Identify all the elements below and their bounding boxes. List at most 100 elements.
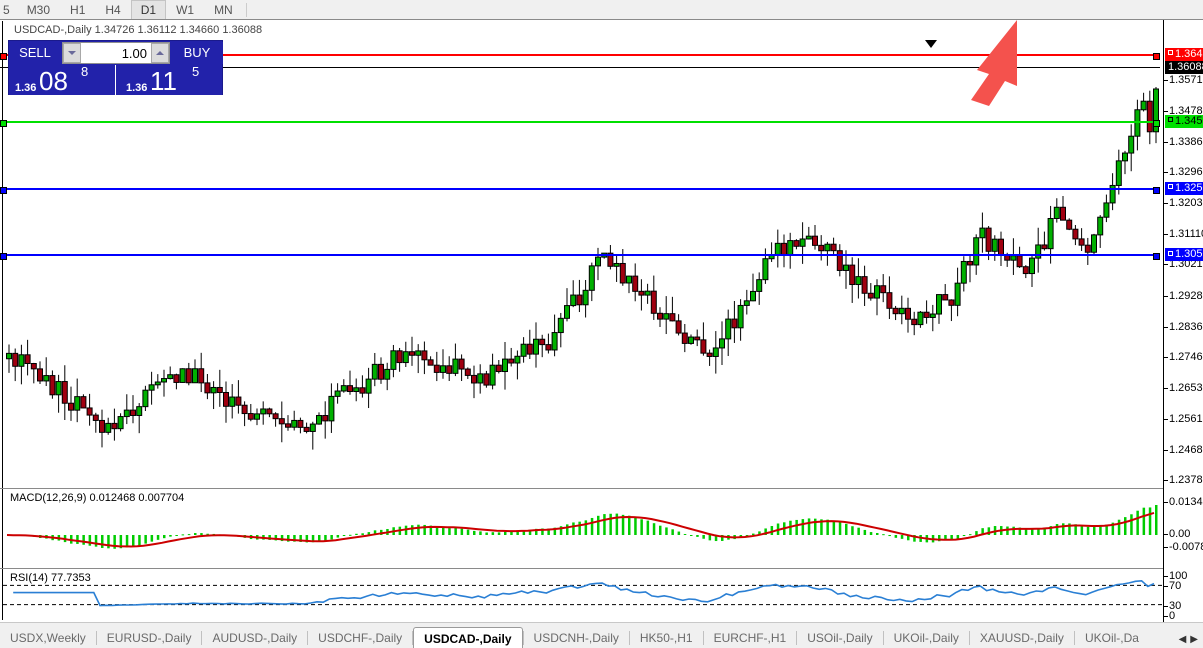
blue-level-line-1[interactable] (0, 186, 1160, 194)
chart-tab-xauusd--daily[interactable]: XAUUSD-,Daily (979, 631, 1064, 645)
price-level-tag-blue[interactable]: 1.30508 (1165, 248, 1203, 262)
trade-panel-quotes: 1.36 08 8 1.36 11 5 (9, 64, 224, 96)
tab-separator (201, 631, 203, 645)
timeframe-button-h1[interactable]: H1 (70, 2, 86, 17)
chart-tab-usdcad--daily[interactable]: USDCAD-,Daily (413, 627, 523, 648)
symbol-header-label: USDCAD-,Daily 1.34726 1.36112 1.34660 1.… (14, 24, 263, 36)
tab-scroll-controls[interactable]: ◀ ▶ (1177, 634, 1203, 648)
price-tick-mark (1164, 172, 1168, 174)
macd-scale-tick (1164, 534, 1168, 535)
current-price-line (0, 67, 1160, 69)
chart-tab-eurchf--h1[interactable]: EURCHF-,H1 (713, 631, 787, 645)
green-level-line[interactable] (0, 119, 1160, 127)
price-tick-label: 1.33860 (1169, 136, 1203, 149)
chart-tab-usdx-weekly[interactable]: USDX,Weekly (10, 631, 86, 645)
tab-separator (522, 631, 524, 645)
buy-price-prefix: 1.36 (126, 82, 148, 94)
chart-tab-usdchf--daily[interactable]: USDCHF-,Daily (318, 631, 403, 645)
level-handle-icon (1168, 50, 1173, 56)
volume-input[interactable]: 1.00 (121, 45, 147, 61)
rsi-plot-area (3, 569, 1163, 623)
macd-scale-tick (1164, 547, 1168, 548)
timeframe-button-mn[interactable]: MN (214, 2, 233, 17)
price-tick-label: 1.23785 (1169, 474, 1203, 486)
tab-separator (968, 631, 970, 645)
buy-button[interactable]: BUY (171, 42, 223, 64)
price-tick-mark (1164, 387, 1168, 389)
chart-tab-bar[interactable]: USDX,Weekly EURUSD-,Daily AUDUSD-,Daily USD… (0, 622, 1203, 648)
timeframe-button-d1[interactable]: D1 (130, 0, 167, 20)
sell-button[interactable]: SELL (9, 42, 61, 64)
price-level-tag-green[interactable]: 1.34501 (1165, 114, 1203, 128)
price-level-tag-red[interactable]: 1.36498 (1165, 47, 1203, 61)
price-tick-mark (1164, 264, 1168, 266)
sell-price-fraction: 8 (81, 64, 89, 79)
level-drag-handle[interactable] (0, 253, 7, 261)
rsi-label: RSI(14) 77.7353 (10, 572, 91, 584)
price-tick-mark (1164, 234, 1168, 236)
blue-level-line-2[interactable] (0, 253, 1160, 261)
rsi-scale-label: 70 (1169, 580, 1182, 592)
level-drag-handle[interactable] (1153, 253, 1160, 261)
timeframe-button-w1[interactable]: W1 (176, 2, 195, 17)
buy-price-box[interactable]: 1.36 11 5 (115, 64, 222, 96)
chart-tab-ukoil--da[interactable]: UKOil-,Da (1084, 631, 1139, 645)
chart-tab-usoil--daily[interactable]: USOil-,Daily (807, 631, 873, 645)
price-pane[interactable]: USDCAD-,Daily 1.34726 1.36112 1.34660 1.… (0, 20, 1203, 488)
red-resistance-line[interactable] (0, 52, 1160, 60)
macd-scale-label: -0.00788 (1169, 541, 1203, 553)
price-tick-label: 1.29285 (1169, 289, 1203, 302)
price-level-tag-black[interactable]: 1.36088 (1165, 61, 1203, 75)
price-tick-mark (1164, 203, 1168, 205)
chart-tab-ukoil--daily[interactable]: UKOil-,Daily (893, 631, 959, 645)
scroll-right-icon[interactable]: ▶ (1190, 634, 1198, 645)
price-level-tag-blue[interactable]: 1.32504 (1165, 181, 1203, 195)
chart-frame[interactable]: USDCAD-,Daily 1.34726 1.36112 1.34660 1.… (0, 19, 1203, 642)
chart-tab-usdcnh--daily[interactable]: USDCNH-,Daily (533, 631, 619, 645)
level-drag-handle[interactable] (0, 52, 7, 60)
period-separator-marker (925, 40, 937, 48)
price-tick-label: 1.24685 (1169, 443, 1203, 456)
price-tick-mark (1164, 356, 1168, 358)
scroll-left-icon[interactable]: ◀ (1178, 634, 1187, 645)
rsi-scale-label: 30 (1169, 600, 1182, 612)
timeframe-button-h4[interactable]: H4 (105, 2, 121, 17)
timeframe-toolbar: 5 M30 H1 H4 D1 W1 MN (0, 0, 1203, 20)
tab-separator (882, 631, 884, 645)
price-tick-mark (1164, 418, 1168, 420)
price-tick-label: 1.32960 (1169, 166, 1203, 179)
rsi-indicator-pane[interactable]: RSI(14) 77.7353 (0, 568, 1203, 623)
buy-price-big: 11 (150, 66, 177, 96)
level-drag-handle[interactable] (1153, 186, 1160, 194)
sell-price-box[interactable]: 1.36 08 8 (9, 64, 115, 96)
tab-separator (702, 631, 704, 645)
level-drag-handle[interactable] (1153, 119, 1160, 127)
macd-label: MACD(12,26,9) 0.012468 0.007704 (10, 492, 185, 504)
toolbar-separator (245, 2, 247, 17)
rsi-scale-tick (1164, 576, 1168, 577)
price-scale[interactable]: 1.35710 1.34785 1.33860 1.32960 1.32035 1.311… (1163, 20, 1203, 623)
volume-decrement-button[interactable] (63, 43, 81, 63)
level-drag-handle[interactable] (0, 119, 7, 127)
chart-tab-audusd--daily[interactable]: AUDUSD-,Daily (212, 631, 298, 645)
volume-increment-button[interactable] (151, 43, 169, 63)
timeframe-button-5[interactable]: 5 (3, 2, 10, 17)
price-tick-label: 1.25610 (1169, 412, 1203, 425)
chart-tab-eurusd--daily[interactable]: EURUSD-,Daily (106, 631, 192, 645)
level-handle-icon (1168, 184, 1173, 190)
volume-input-wrapper[interactable]: 1.00 (62, 42, 170, 64)
level-drag-handle[interactable] (0, 186, 7, 194)
one-click-trading-panel[interactable]: SELL 1.00 BUY 1.36 08 8 1.36 11 5 (8, 40, 224, 96)
rsi-scale-tick (1164, 606, 1168, 607)
price-tick-mark (1164, 142, 1168, 144)
price-tick-label: 1.26535 (1169, 381, 1203, 394)
trade-panel-controls: SELL 1.00 BUY (9, 41, 224, 65)
macd-indicator-pane[interactable]: MACD(12,26,9) 0.012468 0.007704 (0, 488, 1203, 568)
level-drag-handle[interactable] (1153, 52, 1160, 60)
rsi-scale-label: 0 (1169, 610, 1176, 622)
rsi-scale-label: 100 (1169, 570, 1188, 582)
timeframe-button-m30[interactable]: M30 (26, 2, 51, 17)
chart-tab-hk50--h1[interactable]: HK50-,H1 (639, 631, 693, 645)
price-tick-label: 1.35710 (1169, 74, 1203, 86)
macd-scale-tick (1164, 502, 1168, 503)
